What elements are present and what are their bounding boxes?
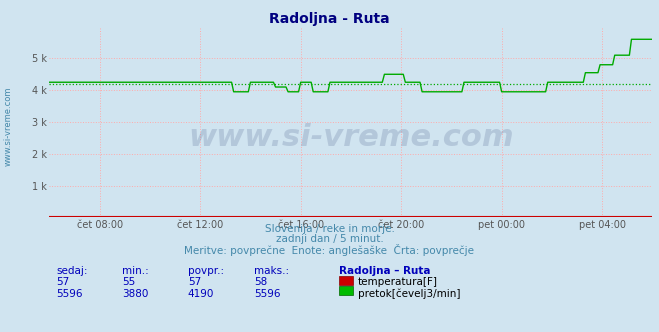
Text: povpr.:: povpr.: — [188, 266, 224, 276]
Text: 4190: 4190 — [188, 289, 214, 299]
Text: temperatura[F]: temperatura[F] — [358, 277, 438, 287]
Text: 5596: 5596 — [56, 289, 82, 299]
Text: 57: 57 — [188, 277, 201, 287]
Text: sedaj:: sedaj: — [56, 266, 88, 276]
Text: Slovenija / reke in morje.: Slovenija / reke in morje. — [264, 224, 395, 234]
Text: www.si-vreme.com: www.si-vreme.com — [3, 86, 13, 166]
Text: Radoljna - Ruta: Radoljna - Ruta — [269, 12, 390, 26]
Text: 55: 55 — [122, 277, 135, 287]
Text: min.:: min.: — [122, 266, 149, 276]
Text: 58: 58 — [254, 277, 267, 287]
Text: zadnji dan / 5 minut.: zadnji dan / 5 minut. — [275, 234, 384, 244]
Text: 5596: 5596 — [254, 289, 280, 299]
Text: maks.:: maks.: — [254, 266, 289, 276]
Text: 57: 57 — [56, 277, 69, 287]
Text: 3880: 3880 — [122, 289, 148, 299]
Text: www.si-vreme.com: www.si-vreme.com — [188, 123, 514, 152]
Text: Meritve: povprečne  Enote: anglešaške  Črta: povprečje: Meritve: povprečne Enote: anglešaške Črt… — [185, 244, 474, 256]
Text: Radoljna – Ruta: Radoljna – Ruta — [339, 266, 431, 276]
Text: pretok[čevelj3/min]: pretok[čevelj3/min] — [358, 289, 461, 299]
